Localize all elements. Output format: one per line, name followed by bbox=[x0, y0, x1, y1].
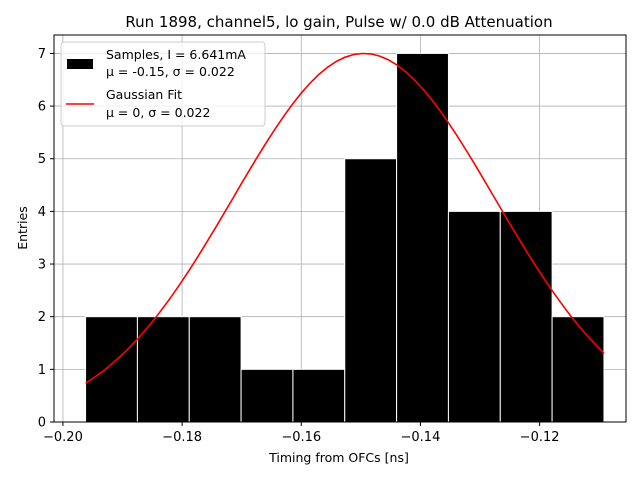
histogram-bar-0 bbox=[85, 316, 138, 423]
histogram-bar-5 bbox=[344, 158, 398, 423]
legend: Samples, I = 6.641mA μ = -0.15, σ = 0.02… bbox=[60, 41, 266, 127]
legend-swatch-samples bbox=[67, 59, 93, 69]
histogram-bar-6 bbox=[396, 52, 449, 423]
legend-stats-fit: μ = 0, σ = 0.022 bbox=[106, 105, 210, 120]
x-axis-label: Timing from OFCs [ns] bbox=[268, 450, 409, 465]
chart-title: Run 1898, channel5, lo gain, Pulse w/ 0.… bbox=[125, 13, 552, 31]
y-tick-label-3: 3 bbox=[38, 258, 46, 273]
x-axis-ticks: −0.20 −0.18 −0.16 −0.14 −0.12 bbox=[43, 422, 560, 445]
legend-stats-samples: μ = -0.15, σ = 0.022 bbox=[106, 64, 235, 79]
x-tick-label-3: −0.14 bbox=[401, 430, 441, 445]
x-tick-label-1: −0.18 bbox=[162, 430, 202, 445]
legend-label-samples: Samples, I = 6.641mA bbox=[106, 47, 246, 62]
y-tick-label-2: 2 bbox=[38, 310, 46, 325]
histogram-bar-1 bbox=[136, 316, 190, 423]
histogram-bar-8 bbox=[499, 210, 553, 423]
gaussian-fit bbox=[85, 52, 605, 384]
y-tick-label-7: 7 bbox=[38, 47, 46, 62]
y-tick-label-1: 1 bbox=[38, 363, 46, 378]
histogram-bar-2 bbox=[188, 316, 242, 423]
y-axis-ticks: 0 1 2 3 4 5 6 7 bbox=[38, 47, 54, 431]
y-tick-label-5: 5 bbox=[38, 152, 46, 167]
y-axis-label: Entries bbox=[15, 206, 30, 250]
plot-frame bbox=[53, 34, 627, 423]
x-tick-label-0: −0.20 bbox=[43, 430, 83, 445]
gaussian-fit-line bbox=[85, 52, 605, 384]
y-tick-label-4: 4 bbox=[38, 205, 46, 220]
legend-label-fit: Gaussian Fit bbox=[106, 87, 182, 102]
x-tick-label-2: −0.16 bbox=[281, 430, 321, 445]
histogram-bars bbox=[85, 52, 605, 423]
y-tick-label-0: 0 bbox=[38, 416, 46, 431]
histogram-bar-3 bbox=[240, 368, 294, 423]
histogram-bar-7 bbox=[447, 210, 501, 423]
legend-box bbox=[60, 41, 266, 127]
x-tick-label-4: −0.12 bbox=[520, 430, 560, 445]
y-tick-label-6: 6 bbox=[38, 100, 46, 115]
histogram-bar-4 bbox=[292, 368, 346, 423]
histogram-bar-9 bbox=[551, 316, 605, 423]
